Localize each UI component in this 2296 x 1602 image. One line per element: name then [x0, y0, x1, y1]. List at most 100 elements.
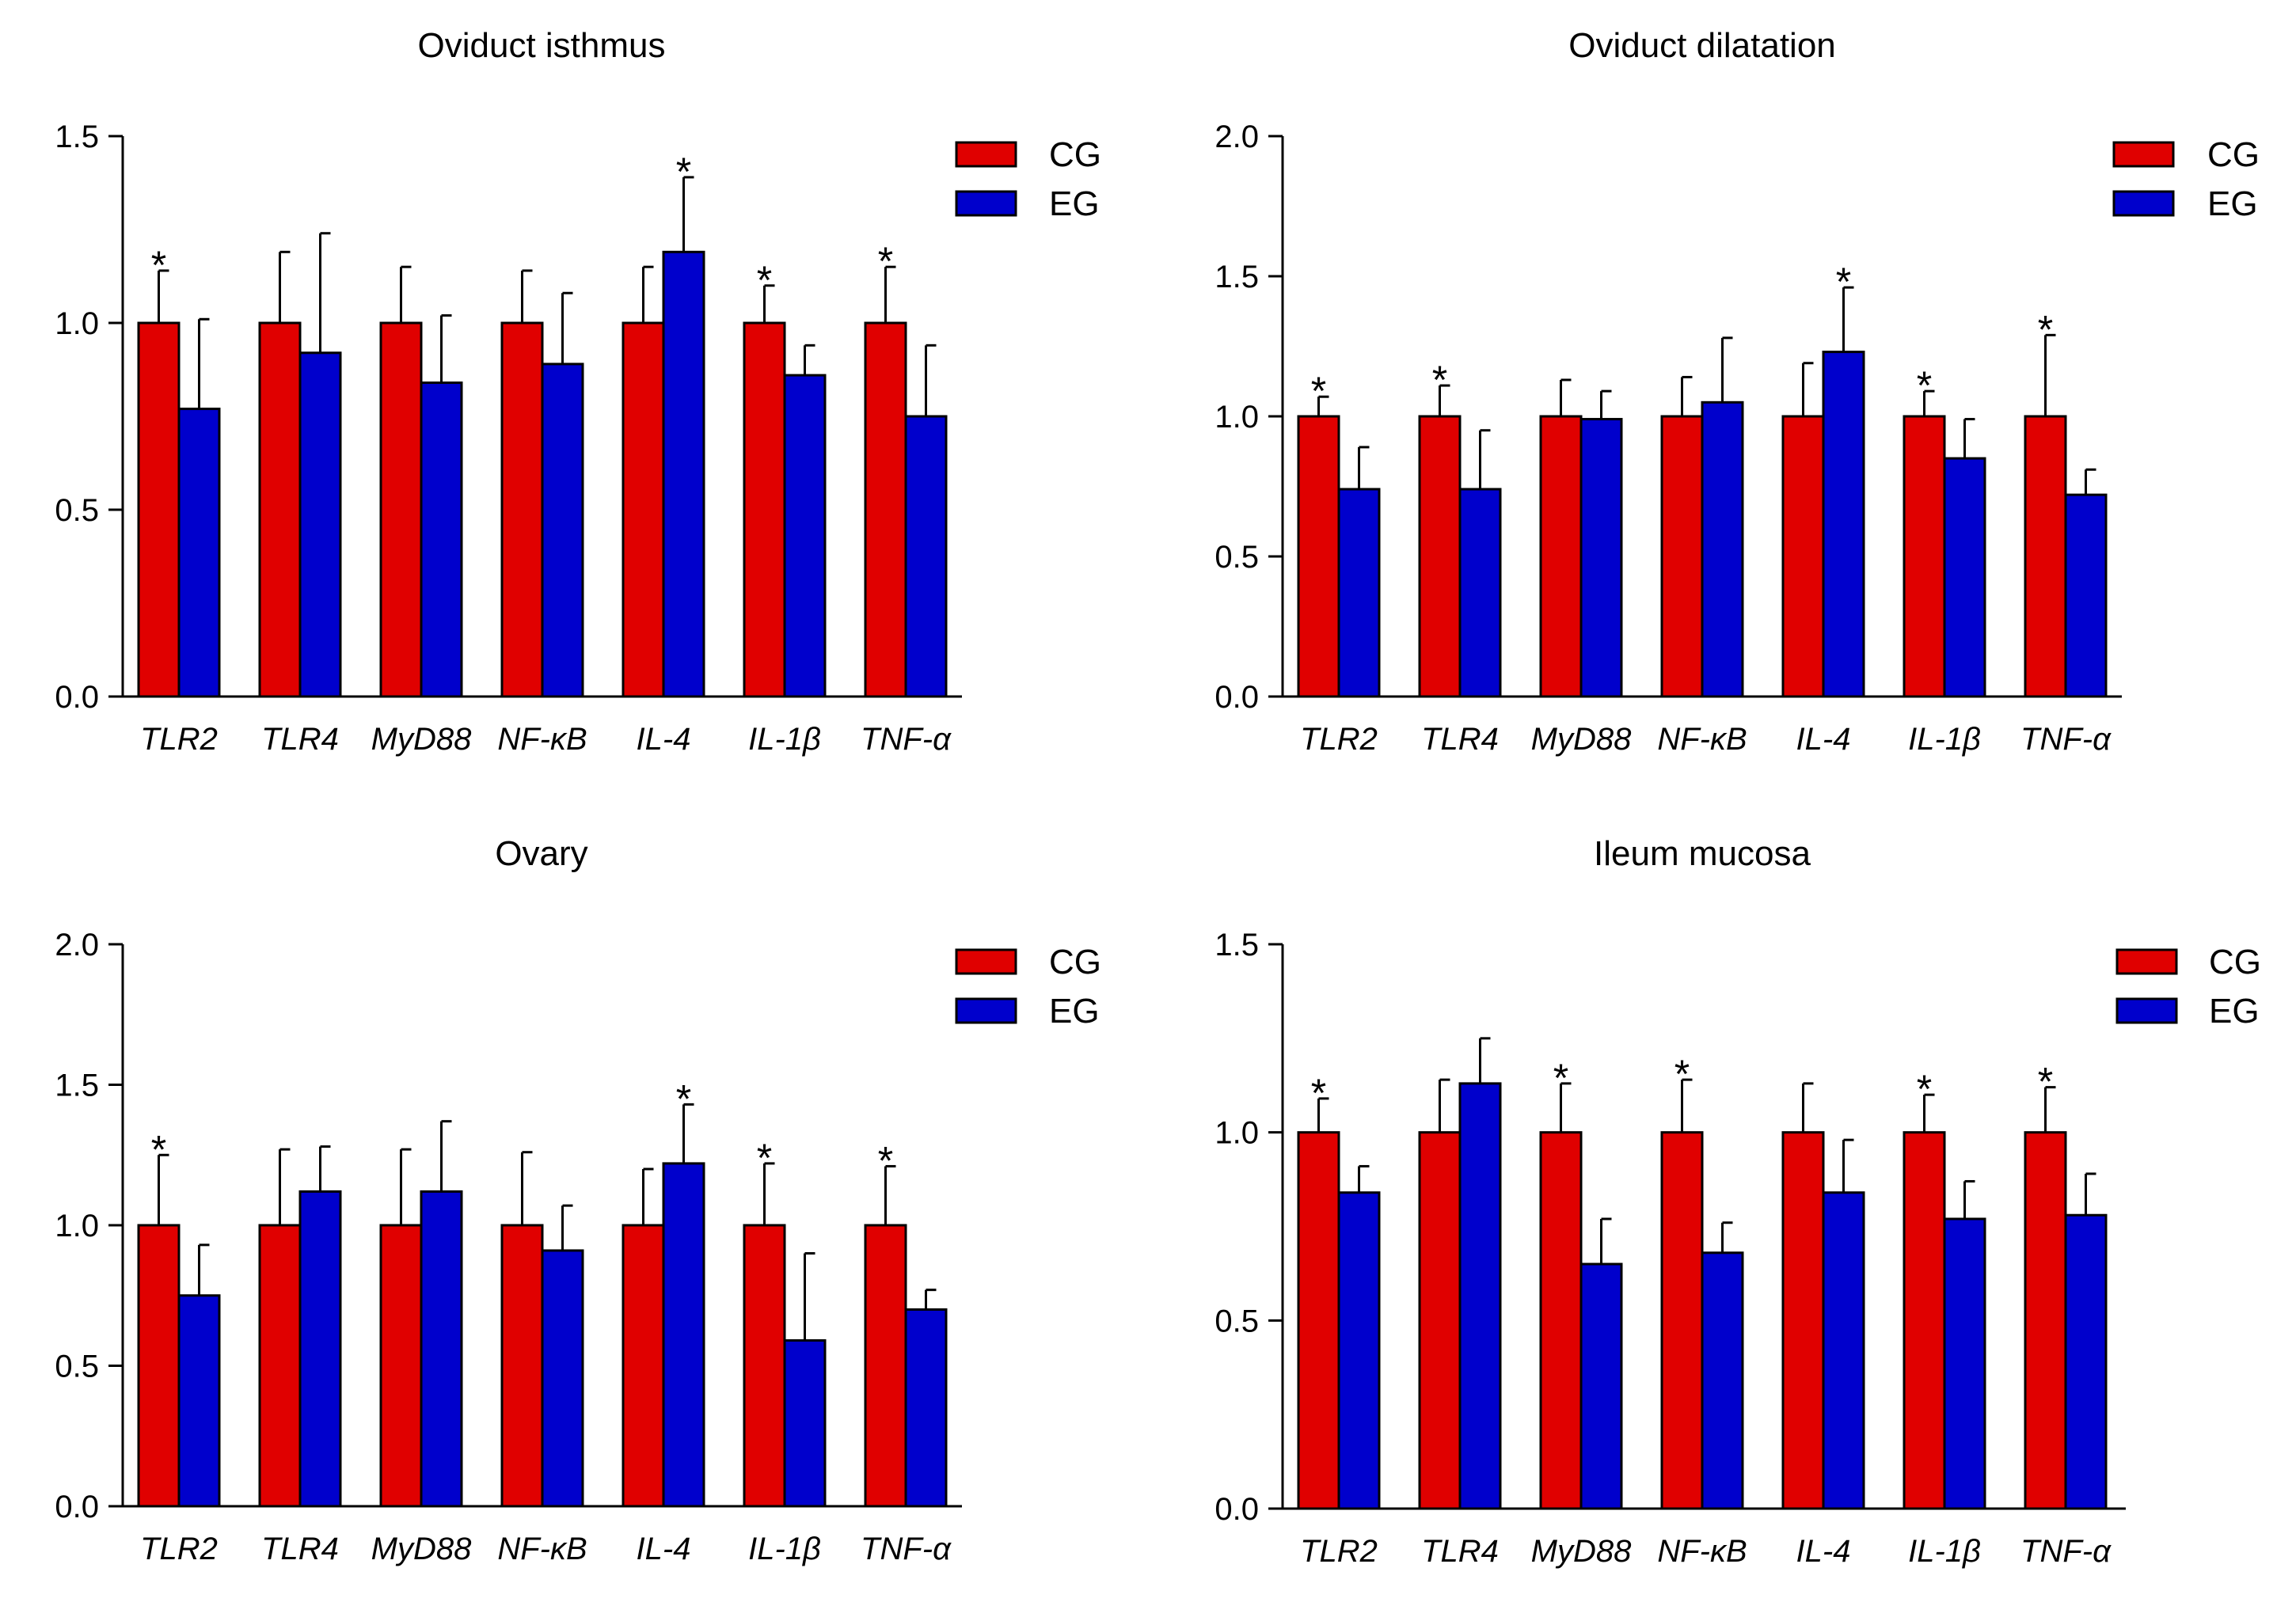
panel-title: Oviduct isthmus	[418, 26, 666, 65]
y-tick-label: 1.5	[55, 120, 99, 154]
bar-eg-tlr2	[1337, 1191, 1381, 1510]
significance-star: *	[2038, 1060, 2053, 1104]
bar-cg-myd88	[379, 321, 423, 698]
significance-star: *	[2038, 307, 2053, 351]
bar-eg-myd88	[420, 1190, 463, 1508]
category-label-il-1: IL-1β	[1908, 722, 1981, 757]
bar-eg-tlr4	[1458, 488, 1502, 698]
category-label-tlr2: TLR2	[1300, 1534, 1378, 1569]
legend-swatch-eg	[2115, 997, 2178, 1024]
y-tick-label: 1.5	[1215, 260, 1259, 294]
y-tick-label: 2.0	[1215, 120, 1259, 154]
bar-cg-il-4	[622, 321, 665, 698]
significance-star: *	[878, 1138, 893, 1183]
bar-eg-tnf	[2064, 493, 2108, 698]
significance-star: *	[676, 1076, 691, 1121]
bar-eg-tlr2	[1337, 488, 1381, 698]
bar-cg-myd88	[379, 1224, 423, 1508]
legend-label-eg: EG	[2207, 184, 2258, 223]
bar-cg-il-4	[1781, 415, 1825, 698]
legend-swatch-eg	[955, 190, 1017, 217]
y-tick-label: 2.0	[55, 928, 99, 962]
bar-cg-il-4	[622, 1224, 665, 1508]
bar-cg-tlr4	[258, 321, 302, 698]
bar-cg-myd88	[1539, 415, 1583, 698]
bar-eg-nf-b	[1701, 1251, 1744, 1510]
bar-cg-tlr4	[1418, 1131, 1462, 1510]
y-tick-label: 1.0	[55, 306, 99, 341]
bar-eg-il-4	[1822, 1191, 1865, 1510]
panel-title: Ileum mucosa	[1594, 834, 1811, 873]
category-label-myd88: MyD88	[1531, 1534, 1632, 1569]
bar-eg-tnf	[904, 1308, 948, 1508]
y-tick-label: 1.0	[55, 1209, 99, 1243]
bar-cg-il-1	[743, 321, 786, 698]
category-label-nf-b: NF-κB	[497, 722, 587, 757]
bar-eg-myd88	[1579, 418, 1623, 698]
y-tick-label: 0.5	[1215, 540, 1259, 575]
legend-label-eg: EG	[1049, 992, 1100, 1031]
significance-star: *	[1432, 358, 1447, 402]
bar-eg-il-1	[783, 1339, 827, 1508]
y-tick-label: 0.0	[55, 1490, 99, 1524]
bar-cg-tnf	[864, 321, 907, 698]
significance-star: *	[1917, 1067, 1932, 1111]
legend-label-eg: EG	[1049, 184, 1100, 223]
category-label-tlr4: TLR4	[261, 1532, 339, 1566]
legend-swatch-cg	[955, 948, 1017, 975]
significance-star: *	[757, 1136, 772, 1180]
category-label-tnf: TNF-α	[861, 722, 952, 757]
y-tick-label: 1.0	[1215, 400, 1259, 435]
significance-star: *	[151, 243, 166, 287]
bar-eg-myd88	[1579, 1262, 1623, 1510]
bar-eg-nf-b	[1701, 400, 1744, 698]
bar-eg-tlr4	[1458, 1082, 1502, 1510]
bar-eg-il-4	[662, 250, 705, 698]
category-label-tlr2: TLR2	[140, 1532, 218, 1566]
y-tick-label: 0.5	[1215, 1304, 1259, 1338]
category-label-tlr2: TLR2	[1300, 722, 1378, 757]
bar-cg-il-1	[1903, 415, 1946, 698]
bar-cg-il-4	[1781, 1131, 1825, 1510]
bar-cg-tnf	[2024, 415, 2067, 698]
legend-label-cg: CG	[1049, 135, 1101, 174]
bar-eg-il-1	[1943, 1217, 1986, 1510]
legend-swatch-cg	[2115, 948, 2178, 975]
bar-cg-il-1	[743, 1224, 786, 1508]
significance-star: *	[1311, 1071, 1326, 1115]
bar-eg-tlr4	[298, 1190, 342, 1508]
legend-swatch-eg	[955, 997, 1017, 1024]
bar-eg-tnf	[904, 415, 948, 698]
category-label-il-1: IL-1β	[748, 1532, 821, 1566]
bar-cg-tlr2	[137, 1224, 181, 1508]
category-label-tlr4: TLR4	[1421, 722, 1499, 757]
bar-cg-tlr4	[1418, 415, 1462, 698]
category-label-nf-b: NF-κB	[497, 1532, 587, 1566]
bar-cg-nf-b	[500, 1224, 544, 1508]
y-tick-label: 0.5	[55, 1350, 99, 1384]
category-label-il-4: IL-4	[1796, 1534, 1851, 1569]
legend-label-cg: CG	[2207, 135, 2260, 174]
bar-eg-il-4	[1822, 351, 1865, 698]
bar-eg-tlr2	[177, 408, 221, 698]
panel-oviduct-dilatation: Oviduct dilatation 0.0 0.5 1.0 1.5 2.0 * TLR2 * T…	[1215, 26, 2260, 757]
category-label-il-4: IL-4	[637, 1532, 691, 1566]
legend-label-cg: CG	[1049, 943, 1101, 981]
significance-star: *	[676, 150, 691, 194]
category-label-il-1: IL-1β	[1908, 1534, 1981, 1569]
y-tick-label: 1.5	[1215, 928, 1259, 962]
category-label-tlr4: TLR4	[1421, 1534, 1499, 1569]
legend-swatch-cg	[955, 141, 1017, 168]
significance-star: *	[1311, 369, 1326, 413]
y-tick-label: 1.5	[55, 1069, 99, 1103]
bar-cg-tlr2	[137, 321, 181, 698]
y-tick-label: 0.0	[55, 680, 99, 715]
bar-cg-nf-b	[500, 321, 544, 698]
category-label-il-4: IL-4	[637, 722, 691, 757]
category-label-tlr4: TLR4	[261, 722, 339, 757]
significance-star: *	[1553, 1056, 1568, 1100]
significance-star: *	[1836, 260, 1851, 304]
bar-cg-tlr4	[258, 1224, 302, 1508]
bar-eg-nf-b	[541, 1249, 584, 1508]
panel-title: Ovary	[495, 834, 587, 873]
